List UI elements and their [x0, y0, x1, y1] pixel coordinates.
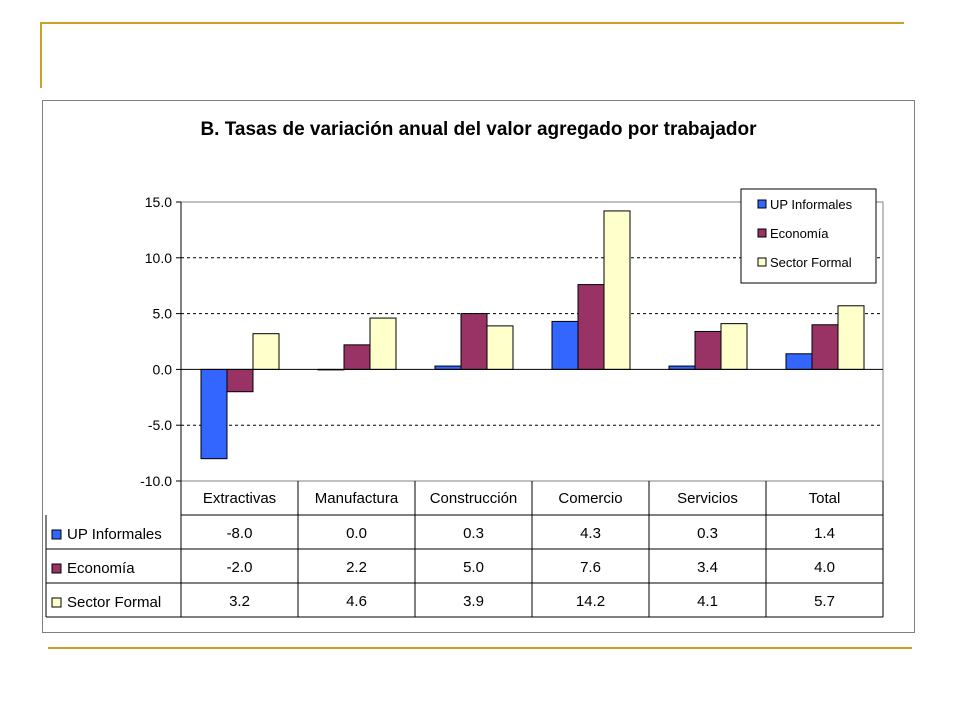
- data-label: 4.1: [697, 593, 718, 610]
- data-label: 14.2: [576, 593, 605, 610]
- bar-up-informales-construcción: [434, 365, 462, 370]
- y-tick-label: 0.0: [153, 361, 173, 377]
- legend-swatch-1: [757, 228, 767, 238]
- data-label: 7.6: [580, 559, 601, 576]
- data-label: -8.0: [227, 525, 253, 542]
- data-label: 0.3: [463, 525, 484, 542]
- bar-economía-construcción: [460, 313, 488, 370]
- bar-sector-formal-construcción: [486, 325, 514, 370]
- data-label: 4.0: [814, 559, 835, 576]
- row-label: UP Informales: [67, 526, 162, 543]
- row-swatch-1: [51, 563, 62, 574]
- bar-economía-servicios: [694, 330, 722, 370]
- chart-svg: 15.0 10.0 5.0 0.0 -5.0 -10.0 UP Informales Econ…: [45, 188, 884, 618]
- row-swatch-2: [51, 597, 62, 608]
- data-label: 3.2: [229, 593, 250, 610]
- data-label: 3.9: [463, 593, 484, 610]
- category-label: Manufactura: [315, 490, 399, 507]
- chart-title: B. Tasas de variación anual del valor ag…: [200, 119, 757, 140]
- data-label: 3.4: [697, 559, 718, 576]
- row-label: Sector Formal: [67, 594, 161, 611]
- legend-swatch-0: [757, 199, 767, 209]
- category-label: Construcción: [430, 490, 518, 507]
- y-tick-label: 15.0: [145, 194, 172, 210]
- category-label: Comercio: [558, 490, 622, 507]
- bottom-rule: [48, 647, 912, 649]
- row-swatch-0: [51, 529, 62, 540]
- bar-economía-total: [811, 324, 839, 370]
- legend-label: Economía: [770, 226, 829, 241]
- chart-frame: B. Tasas de variación anual del valor ag…: [42, 100, 915, 633]
- bar-sector-formal-total: [837, 305, 865, 370]
- data-label: 5.7: [814, 593, 835, 610]
- bar-up-informales-servicios: [668, 365, 696, 370]
- top-rule: [40, 22, 904, 24]
- bar-up-informales-comercio: [551, 320, 579, 370]
- bar-sector-formal-extractivas: [252, 333, 280, 370]
- left-rule: [40, 22, 42, 88]
- bar-sector-formal-manufactura: [369, 317, 397, 370]
- bar-sector-formal-comercio: [603, 210, 631, 370]
- legend-label: UP Informales: [770, 197, 853, 212]
- row-label: Economía: [67, 560, 135, 577]
- bar-economía-manufactura: [343, 344, 371, 370]
- bar-sector-formal-servicios: [720, 323, 748, 370]
- category-label: Extractivas: [203, 490, 276, 507]
- y-tick-label: -10.0: [140, 473, 172, 489]
- data-label: 4.6: [346, 593, 367, 610]
- category-label: Servicios: [677, 490, 738, 507]
- data-label: 5.0: [463, 559, 484, 576]
- data-label: 2.2: [346, 559, 367, 576]
- category-label: Total: [809, 490, 841, 507]
- legend-label: Sector Formal: [770, 255, 852, 270]
- bar-economía-extractivas: [226, 368, 254, 393]
- bar-up-informales-total: [785, 353, 813, 370]
- y-tick-label: 5.0: [153, 306, 173, 322]
- data-label: 1.4: [814, 525, 835, 542]
- y-tick-label: 10.0: [145, 250, 172, 266]
- data-label: 0.3: [697, 525, 718, 542]
- y-tick-label: -5.0: [148, 417, 172, 433]
- data-label: -2.0: [227, 559, 253, 576]
- data-label: 4.3: [580, 525, 601, 542]
- bar-up-informales-extractivas: [200, 368, 228, 460]
- data-label: 0.0: [346, 525, 367, 542]
- legend-swatch-2: [757, 257, 767, 267]
- bar-economía-comercio: [577, 284, 605, 370]
